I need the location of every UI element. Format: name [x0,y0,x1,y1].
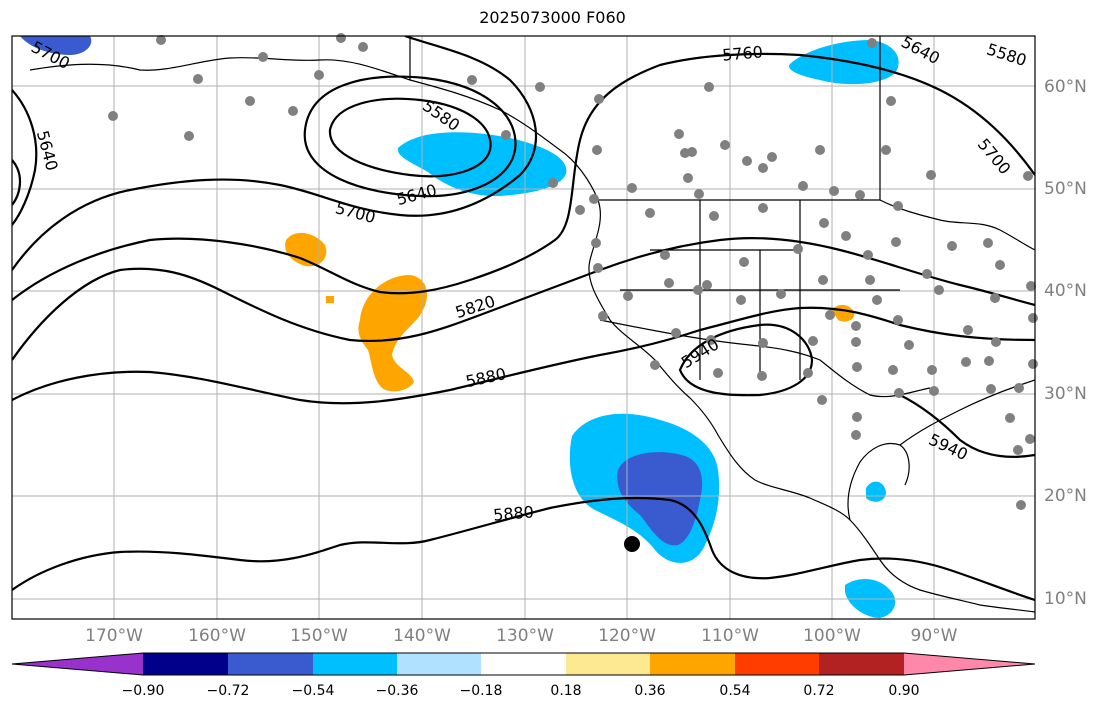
contour-nw-5700 [12,89,38,226]
colorbar-tick-label: −0.18 [459,683,503,699]
longitude-label: 140°W [393,626,451,646]
colorbar-tick-label: 0.36 [634,683,666,699]
colorbar-tick-label: 0.18 [550,683,582,699]
longitude-label: 170°W [85,626,143,646]
contour-label: 5640 [898,32,943,68]
colorbar-tick-label: 0.54 [719,683,751,699]
longitude-label: 120°W [598,626,656,646]
contour-label: 5880 [492,502,534,524]
coastlines [29,36,1035,613]
longitude-label: 90°W [910,626,958,646]
colorbar-tick-label: 0.72 [803,683,835,699]
contour-label: 5640 [394,180,438,209]
graticule [12,36,1035,619]
colorbar-tick-label: −0.54 [291,683,335,699]
contour-5940 [678,323,814,397]
map-title: 2025073000 F060 [479,8,626,27]
longitude-label: 160°W [188,626,246,646]
contour-label: 5700 [333,198,377,227]
colorbar-tick-label: −0.72 [206,683,250,699]
longitude-label: 110°W [701,626,759,646]
contour-5640-low [303,75,517,198]
contour-label: 5940 [926,430,971,464]
colorbar-segment [566,653,650,675]
contour-5880-upper [12,306,1035,405]
positive-anomaly-a [285,232,327,267]
colorbar-segment [481,653,566,675]
colorbar-segment [735,653,819,675]
negative-anomaly-gulf-mexico [866,481,886,502]
longitude-label: 130°W [496,626,554,646]
colorbar-tick-label: −0.90 [121,683,165,699]
positive-anomaly-d [326,296,334,303]
contour-5580-low [328,97,492,178]
contour-5820 [12,236,1035,361]
contour-label: 5880 [464,364,508,391]
colorbar-extend-right [904,653,1035,675]
latitude-label: 20°N [1044,486,1087,506]
negative-anomaly-hudson [789,40,899,85]
colorbar-segment [143,653,228,675]
longitude-label: 100°W [803,626,861,646]
colorbar-extend-left [12,653,143,675]
contour-label: 5580 [419,96,463,135]
negative-anomaly-gulf-alaska [397,132,567,197]
contour-5700 [12,36,538,271]
map-frame [11,35,1036,620]
colorbar-segment [228,653,313,675]
latitude-label: 60°N [1044,77,1087,97]
contour-5880-lower [12,496,1035,602]
colorbar-segment [397,653,481,675]
positive-anomaly-b [358,275,428,392]
latitude-label: 10°N [1044,589,1087,609]
height-contours [12,36,1035,602]
positive-anomaly-c [832,304,855,322]
contour-5940-east [899,394,1035,458]
latitude-label: 30°N [1044,384,1087,404]
latitude-label: 50°N [1044,179,1087,199]
colorbar-tick-label: −0.36 [375,683,419,699]
colorbar-segment [313,653,397,675]
colorbar-tick-label: 0.90 [888,683,920,699]
latitude-label: 40°N [1044,281,1087,301]
contour-nw-closed [12,159,21,206]
storm-center-marker [624,536,640,552]
anomaly-shading [20,36,899,618]
station-markers [108,33,1038,510]
contour-5760 [12,52,1035,301]
longitude-label: 150°W [290,626,348,646]
contour-label: 5580 [984,39,1029,70]
colorbar-segment [819,653,904,675]
colorbar [11,652,1036,676]
colorbar-segment [650,653,735,675]
contour-label: 5760 [721,42,763,64]
negative-anomaly-nw-corner [20,36,92,55]
colorbar-outline [11,652,1036,676]
negative-anomaly-central-america [845,578,896,618]
